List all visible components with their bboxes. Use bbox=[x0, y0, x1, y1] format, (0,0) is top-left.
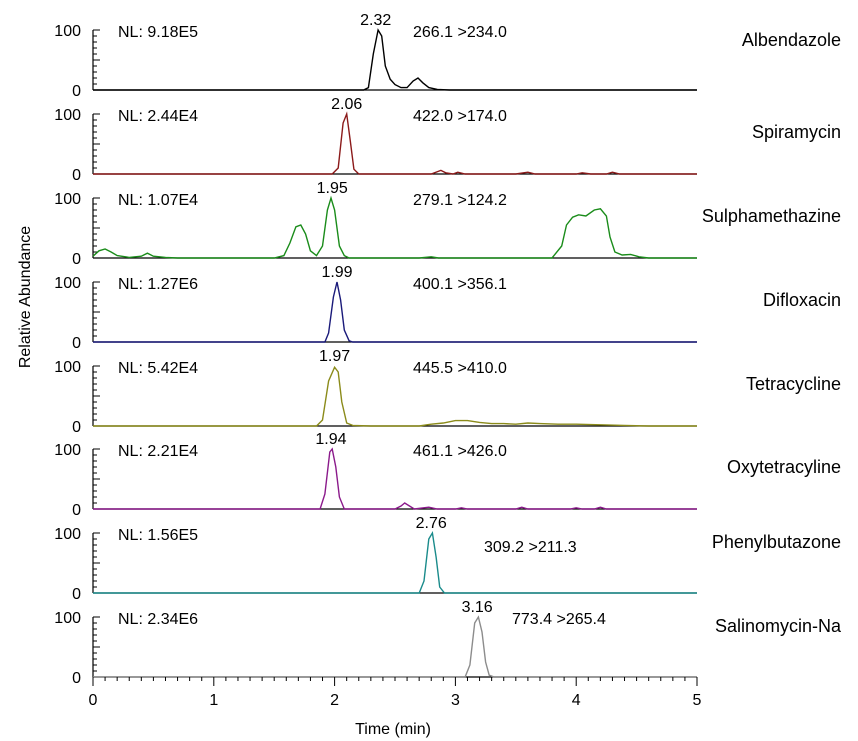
panel-spiramycin: 100 0 NL: 2.44E4 2.06 422.0 >174.0 Spiramycin bbox=[54, 96, 841, 184]
y-tick-label-bottom: 0 bbox=[72, 83, 81, 100]
nl-label: NL: 1.27E6 bbox=[118, 276, 198, 293]
transition-label: 266.1 >234.0 bbox=[413, 24, 507, 41]
series-line-phenylbutazone bbox=[93, 530, 697, 594]
transition-label: 461.1 >426.0 bbox=[413, 443, 507, 460]
compound-name: Phenylbutazone bbox=[712, 532, 841, 552]
series-line-sulphamethazine bbox=[92, 195, 697, 259]
compound-name: Spiramycin bbox=[752, 122, 841, 142]
y-tick-label-bottom: 0 bbox=[72, 419, 81, 436]
peak-label: 2.32 bbox=[360, 12, 391, 29]
panel-sulphamethazine: 100 0 NL: 1.07E4 1.95 279.1 >124.2 Sulphameth… bbox=[54, 180, 841, 268]
transition-label: 279.1 >124.2 bbox=[413, 192, 507, 209]
compound-name: Sulphamethazine bbox=[702, 206, 841, 226]
y-tick-label-top: 100 bbox=[54, 526, 81, 543]
transition-label: 773.4 >265.4 bbox=[512, 611, 606, 628]
y-axis-label: Relative Abundance bbox=[17, 226, 34, 368]
y-tick-label-top: 100 bbox=[54, 275, 81, 292]
y-tick-label-bottom: 0 bbox=[72, 502, 81, 519]
series-line-salinomycin-na bbox=[93, 615, 697, 678]
peak-label: 1.95 bbox=[317, 180, 348, 197]
x-tick-label: 1 bbox=[209, 692, 218, 709]
panel-albendazole: 100 0 NL: 9.18E5 2.32 266.1 >234.0 Albendazol… bbox=[54, 12, 841, 100]
panel-tetracycline: 100 0 NL: 5.42E4 1.97 445.5 >410.0 Tetracycli… bbox=[54, 348, 841, 436]
peak-label: 2.76 bbox=[416, 515, 447, 532]
series-line-albendazole bbox=[93, 28, 697, 91]
compound-name: Albendazole bbox=[742, 30, 841, 50]
series-line-oxytetracyline bbox=[93, 447, 697, 510]
transition-label: 400.1 >356.1 bbox=[413, 276, 507, 293]
y-tick-label-top: 100 bbox=[54, 23, 81, 40]
y-tick-label-top: 100 bbox=[54, 191, 81, 208]
y-tick-label-top: 100 bbox=[54, 107, 81, 124]
y-tick-label-top: 100 bbox=[54, 442, 81, 459]
compound-name: Difloxacin bbox=[763, 290, 841, 310]
x-axis: 0 1 2 3 4 5 bbox=[89, 677, 702, 709]
peak-label: 1.94 bbox=[315, 431, 346, 448]
compound-name: Tetracycline bbox=[746, 374, 841, 394]
transition-label: 445.5 >410.0 bbox=[413, 360, 507, 377]
y-tick-label-top: 100 bbox=[54, 610, 81, 627]
x-tick-label: 3 bbox=[451, 692, 460, 709]
panel-phenylbutazone: 100 0 NL: 1.56E5 2.76 309.2 >211.3 Phenylbuta… bbox=[54, 515, 841, 603]
nl-label: NL: 9.18E5 bbox=[118, 24, 198, 41]
x-axis-label: Time (min) bbox=[355, 721, 431, 738]
y-tick-label-bottom: 0 bbox=[72, 167, 81, 184]
peak-label: 1.97 bbox=[319, 348, 350, 365]
chromatogram-panels: 100 0 NL: 9.18E5 2.32 266.1 >234.0 Albendazol… bbox=[54, 12, 842, 687]
compound-name: Salinomycin-Na bbox=[715, 616, 842, 636]
peak-label: 1.99 bbox=[321, 264, 352, 281]
peak-label: 2.06 bbox=[331, 96, 362, 113]
y-tick-label-top: 100 bbox=[54, 359, 81, 376]
y-tick-label-bottom: 0 bbox=[72, 586, 81, 603]
compound-name: Oxytetracyline bbox=[727, 457, 841, 477]
x-tick-label: 2 bbox=[330, 692, 339, 709]
y-tick-label-bottom: 0 bbox=[72, 251, 81, 268]
nl-label: NL: 2.34E6 bbox=[118, 611, 198, 628]
series-line-tetracycline bbox=[93, 365, 697, 427]
peak-label: 3.16 bbox=[462, 599, 493, 616]
panel-oxytetracyline: 100 0 NL: 2.21E4 1.94 461.1 >426.0 Oxytetracy… bbox=[54, 431, 841, 519]
x-tick-label: 0 bbox=[89, 692, 98, 709]
nl-label: NL: 1.56E5 bbox=[118, 527, 198, 544]
series-line-difloxacin bbox=[93, 281, 697, 343]
nl-label: NL: 2.21E4 bbox=[118, 443, 198, 460]
nl-label: NL: 5.42E4 bbox=[118, 360, 198, 377]
x-tick-label: 5 bbox=[693, 692, 702, 709]
nl-label: NL: 1.07E4 bbox=[118, 192, 198, 209]
y-tick-label-bottom: 0 bbox=[72, 335, 81, 352]
y-tick-label-bottom: 0 bbox=[72, 670, 81, 687]
x-tick-label: 4 bbox=[572, 692, 581, 709]
nl-label: NL: 2.44E4 bbox=[118, 108, 198, 125]
transition-label: 309.2 >211.3 bbox=[484, 539, 577, 556]
panel-difloxacin: 100 0 NL: 1.27E6 1.99 400.1 >356.1 Difloxacin bbox=[54, 264, 841, 352]
transition-label: 422.0 >174.0 bbox=[413, 108, 507, 125]
panel-salinomycin-na: 100 0 NL: 2.34E6 3.16 773.4 >265.4 Salinomyci… bbox=[54, 599, 842, 687]
series-line-spiramycin bbox=[93, 111, 697, 175]
